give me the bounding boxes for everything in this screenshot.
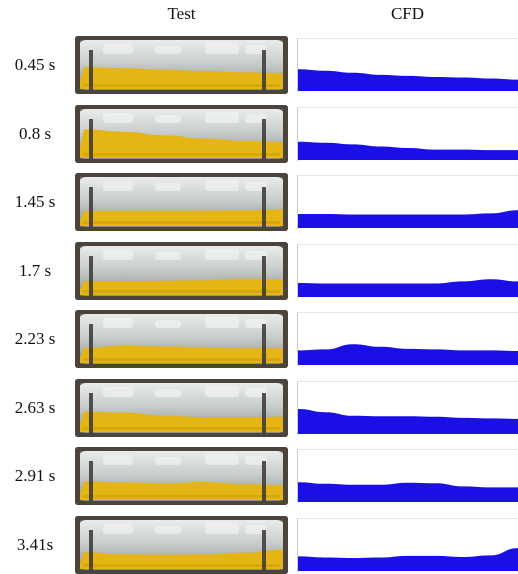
result-row: 0.8 s xyxy=(0,104,518,163)
tank-photo-image xyxy=(75,104,288,163)
cfd-panel xyxy=(297,380,518,435)
cfd-panel xyxy=(297,517,518,572)
cfd-liquid-chart xyxy=(298,547,518,571)
tank-photo-image xyxy=(75,447,288,505)
cfd-panel xyxy=(297,449,518,503)
cfd-liquid-chart xyxy=(298,408,518,434)
result-row: 1.7 s xyxy=(0,241,518,300)
time-label: 0.45 s xyxy=(14,55,56,74)
result-row: 2.91 s xyxy=(0,447,518,505)
time-label: 2.91 s xyxy=(14,466,56,485)
cfd-liquid-surface xyxy=(298,69,518,91)
result-row: 2.23 s xyxy=(0,310,518,368)
cfd-panel xyxy=(297,312,518,366)
test-photo xyxy=(75,378,288,437)
cfd-panel xyxy=(297,175,518,229)
test-photo xyxy=(75,310,288,368)
time-label: 3.41s xyxy=(16,534,54,554)
test-photo xyxy=(75,447,288,505)
result-row: 2.63 s xyxy=(0,378,518,437)
time-label: 0.8 s xyxy=(18,123,52,143)
cfd-liquid-chart xyxy=(298,210,518,228)
cfd-liquid-chart xyxy=(298,69,518,91)
cfd-liquid-surface xyxy=(298,547,518,571)
tank-photo-image xyxy=(75,310,288,368)
tank-photo-image xyxy=(75,36,288,94)
result-row: 0.45 s xyxy=(0,36,518,94)
cfd-liquid-surface xyxy=(298,482,518,502)
cfd-liquid-chart xyxy=(298,482,518,502)
tank-photo-image xyxy=(75,241,288,300)
test-photo xyxy=(75,241,288,300)
column-header-test: Test xyxy=(167,4,196,23)
cfd-liquid-chart xyxy=(298,278,518,297)
tank-photo-image xyxy=(75,515,288,574)
cfd-liquid-chart xyxy=(298,344,518,365)
cfd-liquid-surface xyxy=(298,344,518,365)
tank-photo-image xyxy=(75,378,288,437)
cfd-panel xyxy=(297,106,518,161)
test-photo xyxy=(75,173,288,231)
cfd-liquid-surface xyxy=(298,408,518,434)
time-label: 1.45 s xyxy=(14,192,56,211)
column-header-cfd: CFD xyxy=(390,4,425,23)
cfd-panel xyxy=(297,243,518,298)
cfd-liquid-surface xyxy=(298,141,518,160)
test-photo xyxy=(75,515,288,574)
time-label: 2.23 s xyxy=(14,329,56,348)
test-photo xyxy=(75,36,288,94)
time-label: 1.7 s xyxy=(18,260,52,280)
test-photo xyxy=(75,104,288,163)
cfd-liquid-surface xyxy=(298,210,518,228)
cfd-panel xyxy=(297,38,518,92)
tank-photo-image xyxy=(75,173,288,231)
result-row: 3.41s xyxy=(0,515,518,574)
cfd-liquid-chart xyxy=(298,141,518,160)
result-row: 1.45 s xyxy=(0,173,518,231)
time-label: 2.63 s xyxy=(14,397,56,417)
cfd-liquid-surface xyxy=(298,278,518,297)
